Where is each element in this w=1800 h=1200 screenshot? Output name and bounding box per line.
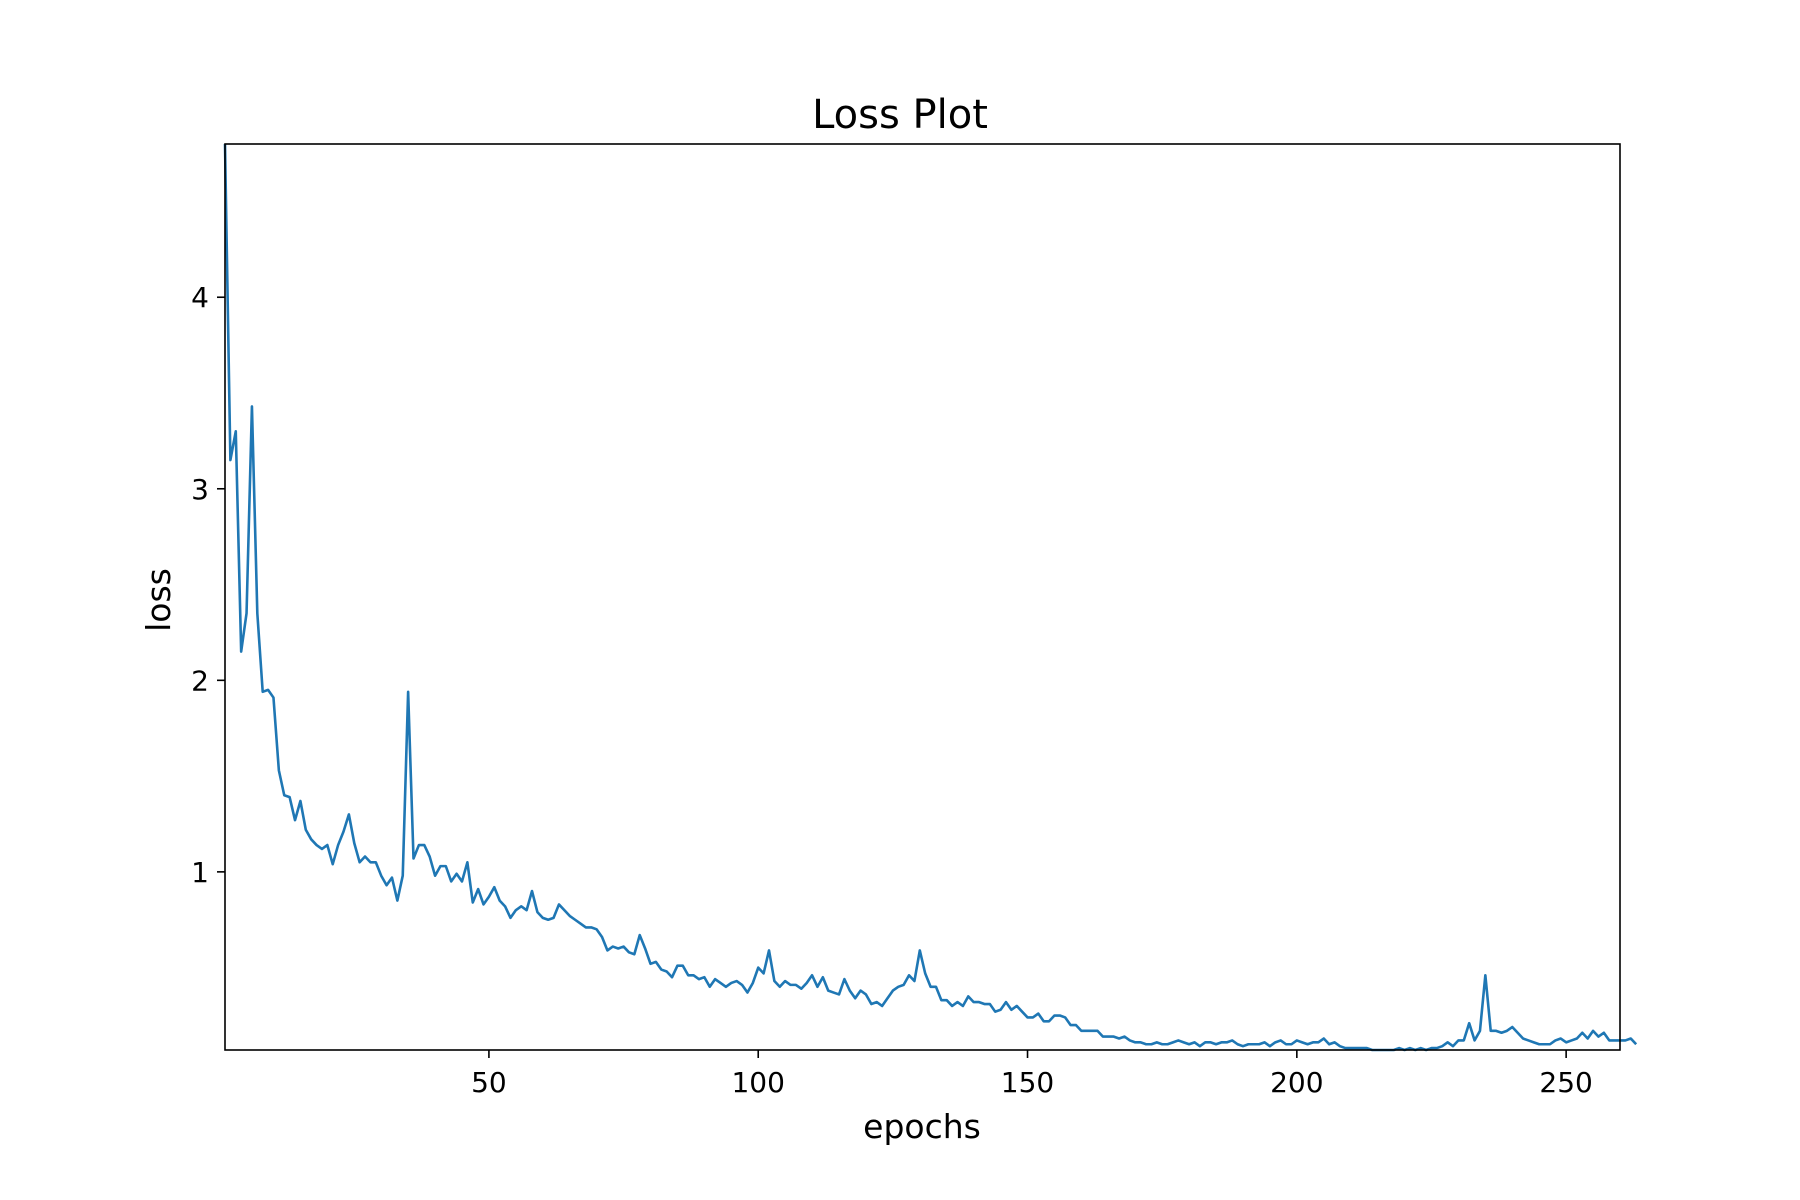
x-tick-label: 200 (1270, 1066, 1323, 1099)
x-tick-label: 250 (1539, 1066, 1592, 1099)
loss-series-line (223, 143, 1638, 1052)
y-tick-label: 4 (191, 281, 209, 314)
x-axis-label: epochs (863, 1107, 981, 1146)
x-tick-label: 50 (471, 1066, 507, 1099)
plot-layer (223, 143, 1638, 1052)
y-tick-label: 1 (191, 856, 209, 889)
plot-frame (224, 143, 1621, 1051)
x-tick-label: 150 (1001, 1066, 1054, 1099)
y-axis-label: loss (139, 568, 178, 632)
y-tick-label: 2 (191, 664, 209, 697)
tick-layer: 50 100 150 200 250 1 2 3 4 (191, 281, 1593, 1099)
y-tick-label: 3 (191, 473, 209, 506)
chart-title: Loss Plot (812, 92, 988, 138)
x-tick-label: 100 (731, 1066, 784, 1099)
